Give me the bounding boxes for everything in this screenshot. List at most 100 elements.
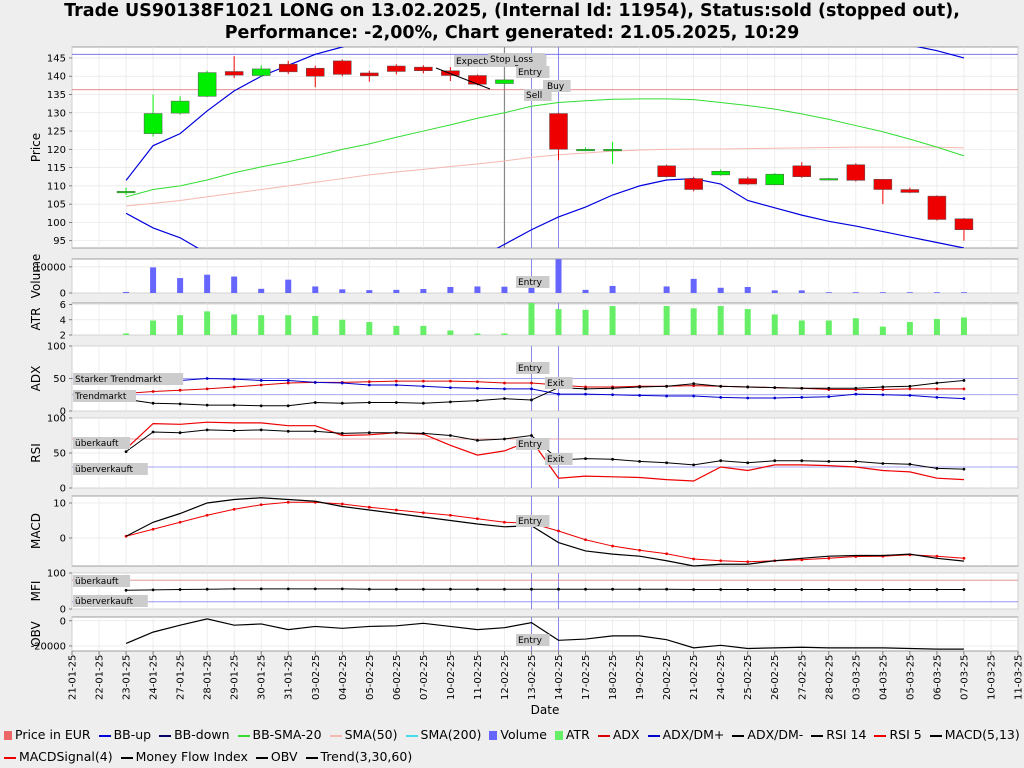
- atr-bar: [906, 322, 913, 335]
- x-tick-label: 11-02-25: [473, 655, 484, 700]
- x-tick-label: 17-02-25: [581, 655, 592, 700]
- atr-bar: [879, 326, 886, 335]
- volume-bar: [825, 292, 832, 293]
- candle-body: [603, 149, 622, 152]
- macdsignal-line-point: [935, 554, 939, 558]
- dmplus-line-point: [557, 392, 560, 396]
- dmminus-line-point: [854, 386, 858, 390]
- bb-sma-line: [125, 98, 965, 198]
- legend-label: Price in EUR: [15, 727, 91, 742]
- legend-label: MACDSignal(4): [19, 749, 113, 764]
- volume-bar: [582, 289, 589, 293]
- adx-line-point: [908, 387, 912, 391]
- legend-item: MACD(5,13): [929, 724, 1020, 746]
- macdsignal-line-point: [827, 556, 831, 560]
- candle-body: [900, 189, 920, 193]
- mfi-line-point: [178, 588, 182, 591]
- candle-body: [224, 71, 244, 76]
- legend-item: SMA(50): [329, 724, 398, 746]
- mfi-line-point: [935, 588, 939, 591]
- legend-label: SMA(200): [420, 727, 482, 742]
- candle-body: [278, 63, 298, 73]
- atr-bar: [960, 317, 967, 335]
- volume-bar: [123, 291, 130, 293]
- candle-body: [954, 218, 974, 230]
- macdsignal-line-point: [584, 538, 587, 542]
- macdsignal-line-point: [800, 558, 804, 562]
- rsi14-line-point: [962, 467, 966, 471]
- volume-bar: [312, 286, 319, 293]
- legend-swatch: [4, 756, 16, 759]
- atr-ylabel: ATR: [29, 308, 43, 331]
- rsi-ueberverkauft-label-bg: [73, 463, 148, 475]
- candle-body: [873, 179, 893, 190]
- atr-bar: [582, 309, 589, 335]
- legend-swatch: [4, 731, 12, 740]
- candle-body: [251, 68, 271, 76]
- adx-line-point: [205, 387, 209, 391]
- mfi-line-point: [259, 587, 263, 591]
- dmplus-line-point: [584, 392, 587, 396]
- legend-label: BB-up: [113, 727, 152, 742]
- rsi-entry-label-bg: [516, 438, 550, 450]
- x-axis-label: Date: [531, 703, 560, 717]
- macdsignal-line-point: [205, 513, 209, 517]
- macdsignal-line-point: [962, 556, 966, 560]
- dmplus-line-point: [340, 381, 344, 385]
- legend-label: MACD(5,13): [944, 727, 1020, 742]
- candle-body: [549, 113, 568, 150]
- macdsignal-line-point: [340, 502, 344, 506]
- rsi14-line-point: [611, 457, 614, 461]
- trade-chart: 95100105110115120125130135140145Price010…: [29, 46, 1024, 717]
- atr-bar: [150, 320, 157, 335]
- dmplus-line-point: [962, 397, 966, 401]
- volume-bar: [393, 289, 400, 293]
- rsi14-line-point: [908, 462, 912, 466]
- x-tick-label: 28-01-25: [203, 655, 214, 700]
- adx-line-point: [394, 379, 398, 383]
- dmminus-line-point: [449, 400, 452, 404]
- dmminus-line-point: [476, 399, 479, 402]
- x-tick-label: 10-03-25: [986, 655, 997, 700]
- dmplus-line-point: [638, 394, 641, 397]
- dmminus-line-point: [394, 401, 398, 404]
- rsi14-line-point: [449, 434, 452, 437]
- legend-label: ATR: [565, 727, 590, 742]
- volume-bar: [285, 279, 292, 293]
- legend-label: Volume: [500, 727, 547, 742]
- legend-item: RSI 5: [874, 724, 922, 746]
- obv-entry-label-bg: [516, 634, 550, 646]
- mfi-ueberkauft-label: überkauft: [75, 577, 119, 587]
- x-tick-label: 29-01-25: [230, 655, 241, 700]
- rsi14-line-point: [178, 431, 182, 435]
- rsi14-line-point: [151, 430, 155, 434]
- volume-bar: [609, 285, 616, 293]
- rsi14-line-point: [232, 429, 236, 432]
- dmplus-line-point: [205, 377, 209, 380]
- x-tick-label: 23-01-25: [122, 655, 133, 700]
- macd-ytick-label: 0: [60, 534, 66, 545]
- legend-item: Trend(3,30,60): [305, 746, 412, 768]
- dmplus-line-point: [827, 395, 831, 399]
- macdsignal-line-point: [421, 511, 425, 515]
- mfi-ueberverkauft-label: überverkauft: [75, 597, 134, 607]
- mfi-line-point: [557, 587, 560, 591]
- x-tick-label: 07-02-25: [419, 655, 430, 700]
- x-tick-label: 24-02-25: [716, 655, 727, 700]
- mfi-line: [126, 588, 964, 591]
- legend-swatch: [732, 734, 745, 737]
- macdsignal-line-point: [503, 520, 506, 524]
- x-tick-label: 03-03-25: [851, 655, 862, 700]
- mfi-line-point: [719, 588, 723, 591]
- mfi-line-point: [746, 588, 750, 591]
- starker-trendmarkt-label-bg: [73, 373, 184, 385]
- legend-label: ADX/DM-: [747, 727, 804, 742]
- legend-label: SMA(50): [344, 727, 398, 742]
- volume-bar: [447, 286, 454, 293]
- macdsignal-line-point: [665, 552, 669, 556]
- dmplus-line-point: [367, 383, 371, 387]
- rsi14-line-point: [421, 432, 425, 435]
- atr-bar: [717, 306, 724, 335]
- atr-bar: [744, 309, 751, 335]
- adx-line-point: [178, 388, 182, 392]
